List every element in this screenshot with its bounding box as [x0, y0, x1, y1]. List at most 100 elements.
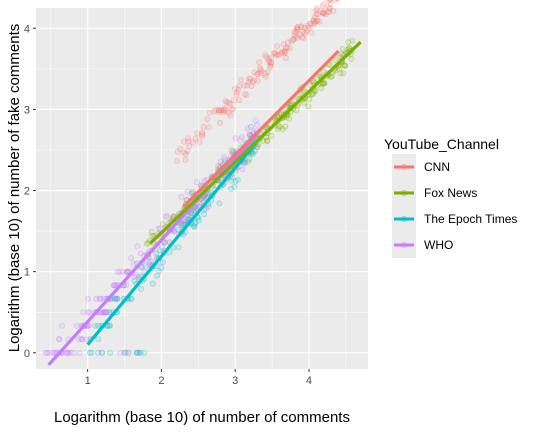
x-tick-label: 2 — [158, 375, 164, 387]
data-point — [313, 10, 320, 17]
data-point — [206, 109, 213, 116]
data-point — [247, 76, 254, 83]
y-axis-title: Logarithm (base 10) of number of fake co… — [6, 24, 23, 353]
data-point — [244, 82, 251, 89]
data-point — [199, 131, 206, 138]
data-point — [237, 77, 244, 84]
data-point — [266, 59, 273, 66]
data-point — [196, 138, 203, 145]
data-point — [146, 261, 153, 268]
data-point — [51, 349, 58, 356]
data-point — [275, 123, 282, 130]
data-point — [233, 89, 240, 96]
data-point — [123, 268, 130, 275]
data-point — [204, 116, 211, 123]
legend-label: CNN — [424, 160, 450, 174]
legend: YouTube_Channel CNN Fox News The Epoch Tim… — [384, 136, 517, 258]
data-point — [195, 217, 202, 224]
data-point — [92, 322, 99, 329]
data-point — [220, 154, 227, 161]
data-point — [251, 69, 258, 76]
data-point — [156, 225, 163, 232]
data-point — [106, 309, 113, 316]
data-point — [111, 295, 118, 302]
data-point — [263, 134, 270, 141]
data-point — [215, 108, 222, 115]
data-point — [44, 349, 51, 356]
data-point — [232, 135, 239, 142]
data-point — [158, 264, 165, 271]
legend-label: The Epoch Times — [424, 212, 517, 226]
data-point — [286, 115, 293, 122]
data-point — [114, 268, 121, 275]
data-point — [254, 77, 261, 84]
data-point — [156, 247, 163, 254]
data-point — [217, 158, 224, 165]
data-point — [339, 46, 346, 53]
data-point — [325, 0, 332, 4]
data-point — [79, 336, 86, 343]
data-point — [199, 133, 206, 140]
data-point — [86, 309, 93, 316]
data-point — [310, 89, 317, 96]
data-point — [311, 14, 318, 21]
data-point — [224, 99, 231, 106]
data-point — [297, 31, 304, 38]
data-point — [342, 63, 349, 70]
data-point — [241, 159, 248, 166]
data-point — [258, 68, 265, 75]
data-point — [327, 74, 334, 81]
data-point — [314, 5, 321, 12]
y-axis-ticks: 0 1 2 3 4 — [24, 23, 36, 360]
data-point — [294, 23, 301, 30]
data-point — [190, 207, 197, 214]
data-point — [311, 19, 318, 26]
data-point — [42, 349, 49, 356]
data-point — [336, 65, 343, 72]
data-point — [189, 139, 196, 146]
data-point — [318, 85, 325, 92]
data-point — [299, 34, 306, 41]
data-point — [294, 35, 301, 42]
data-point — [326, 5, 333, 12]
data-point — [201, 177, 208, 184]
data-point — [194, 130, 201, 137]
data-point — [143, 240, 150, 247]
data-point — [88, 349, 95, 356]
x-axis-ticks: 1 2 3 4 — [85, 369, 312, 387]
data-point — [98, 309, 105, 316]
data-point — [128, 295, 135, 302]
data-point — [312, 87, 319, 94]
data-point — [236, 82, 243, 89]
data-point — [326, 4, 333, 11]
data-point — [171, 228, 178, 235]
data-point — [251, 147, 258, 154]
data-point — [265, 56, 272, 63]
data-point — [348, 55, 355, 62]
data-point — [101, 309, 108, 316]
data-point — [199, 129, 206, 136]
data-point — [254, 71, 261, 78]
data-point — [246, 131, 253, 138]
data-point — [305, 103, 312, 110]
data-point — [229, 105, 236, 112]
data-point — [222, 156, 229, 163]
data-point — [112, 282, 119, 289]
data-point — [200, 123, 207, 130]
data-point — [320, 10, 327, 17]
data-point — [264, 69, 271, 76]
data-point — [113, 295, 120, 302]
data-point — [148, 229, 155, 236]
data-point — [80, 309, 87, 316]
data-point — [135, 349, 142, 356]
data-point — [220, 109, 227, 116]
data-point — [85, 295, 92, 302]
data-point — [326, 62, 333, 69]
data-point — [222, 107, 229, 114]
data-point — [236, 97, 243, 104]
data-point — [281, 48, 288, 55]
data-point — [164, 212, 171, 219]
data-point — [345, 45, 352, 52]
data-point — [316, 18, 323, 25]
